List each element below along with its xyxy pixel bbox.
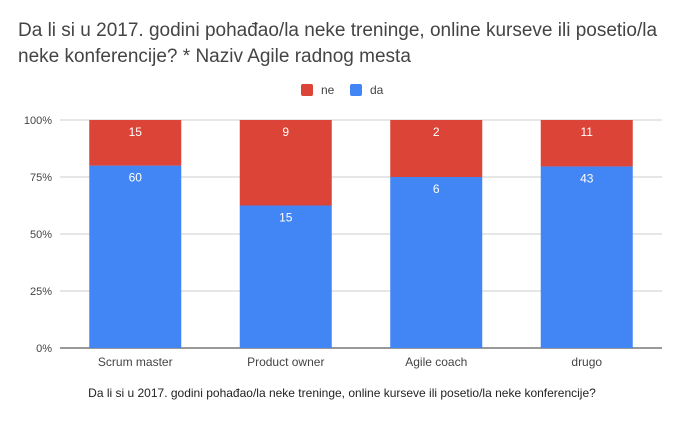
bar-ne <box>89 120 182 166</box>
bar-da <box>540 166 633 348</box>
data-label-ne: 2 <box>433 125 440 139</box>
legend-item-ne[interactable]: ne <box>301 83 334 97</box>
bar-ne <box>239 120 332 206</box>
data-label-da: 60 <box>129 171 143 185</box>
y-tick-label: 75% <box>30 172 52 184</box>
legend-label-ne: ne <box>321 83 335 97</box>
legend-label-da: da <box>370 83 384 97</box>
y-tick-label: 25% <box>30 286 52 298</box>
data-label-ne: 9 <box>282 125 289 139</box>
legend-swatch-ne <box>301 84 313 96</box>
chart-title: Da li si u 2017. godini pohađao/la neke … <box>18 20 658 67</box>
data-label-ne: 15 <box>129 125 143 139</box>
data-label-ne: 11 <box>581 125 594 139</box>
bar-da <box>239 205 332 348</box>
y-tick-label: 0% <box>36 343 52 355</box>
x-tick-label: Agile coach <box>405 355 467 369</box>
legend-swatch-da <box>350 84 362 96</box>
x-tick-label: Product owner <box>247 355 324 369</box>
y-tick-label: 50% <box>30 229 52 241</box>
legend-item-da[interactable]: da <box>350 83 383 97</box>
data-label-da: 15 <box>279 211 293 225</box>
data-label-da: 6 <box>433 182 440 196</box>
x-tick-label: drugo <box>571 355 602 369</box>
bar-ne <box>390 120 483 177</box>
data-label-da: 43 <box>580 171 594 185</box>
y-tick-label: 100% <box>24 115 52 127</box>
x-tick-label: Scrum master <box>98 355 173 369</box>
legend: ne da <box>0 83 684 99</box>
x-axis-title: Da li si u 2017. godini pohađao/la neke … <box>88 386 596 400</box>
bar-da <box>89 165 182 348</box>
bar-ne <box>540 120 633 167</box>
bar-da <box>390 177 483 348</box>
